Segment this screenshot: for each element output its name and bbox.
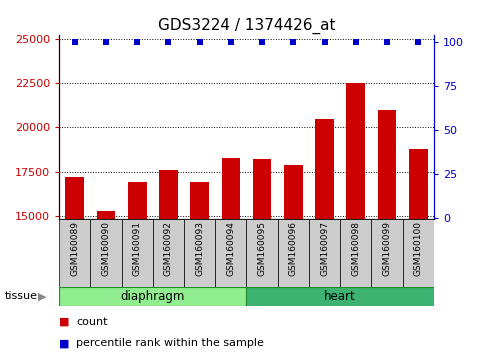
- Text: GSM160095: GSM160095: [258, 222, 267, 276]
- Text: heart: heart: [324, 290, 356, 303]
- Text: ■: ■: [59, 317, 70, 327]
- Text: GSM160090: GSM160090: [102, 222, 110, 276]
- Text: ■: ■: [59, 338, 70, 348]
- Text: ▶: ▶: [37, 291, 46, 301]
- Point: [258, 40, 266, 45]
- Bar: [253, 159, 272, 354]
- Point: [352, 40, 360, 45]
- Text: diaphragm: diaphragm: [121, 290, 185, 303]
- Bar: [409, 149, 427, 354]
- Bar: [90, 219, 122, 287]
- Text: GSM160099: GSM160099: [383, 222, 391, 276]
- Text: GSM160100: GSM160100: [414, 222, 423, 276]
- Title: GDS3224 / 1374426_at: GDS3224 / 1374426_at: [158, 18, 335, 34]
- Bar: [371, 219, 403, 287]
- Point: [289, 40, 297, 45]
- Bar: [309, 219, 340, 287]
- Bar: [246, 287, 434, 306]
- Bar: [184, 219, 215, 287]
- Text: GSM160097: GSM160097: [320, 222, 329, 276]
- Text: GSM160089: GSM160089: [70, 222, 79, 276]
- Text: GSM160096: GSM160096: [289, 222, 298, 276]
- Point: [227, 40, 235, 45]
- Bar: [190, 182, 209, 354]
- Bar: [403, 219, 434, 287]
- Bar: [278, 219, 309, 287]
- Text: GSM160092: GSM160092: [164, 222, 173, 276]
- Bar: [340, 219, 371, 287]
- Bar: [159, 170, 178, 354]
- Text: GSM160091: GSM160091: [133, 222, 141, 276]
- Text: GSM160094: GSM160094: [226, 222, 235, 276]
- Bar: [246, 219, 278, 287]
- Text: GSM160093: GSM160093: [195, 222, 204, 276]
- Bar: [347, 83, 365, 354]
- Point: [71, 40, 79, 45]
- Point: [133, 40, 141, 45]
- Bar: [59, 287, 246, 306]
- Bar: [59, 219, 90, 287]
- Point: [383, 40, 391, 45]
- Bar: [66, 177, 84, 354]
- Bar: [284, 165, 303, 354]
- Text: tissue: tissue: [5, 291, 38, 301]
- Bar: [153, 219, 184, 287]
- Bar: [221, 158, 240, 354]
- Text: percentile rank within the sample: percentile rank within the sample: [76, 338, 264, 348]
- Point: [196, 40, 204, 45]
- Point: [320, 40, 328, 45]
- Point: [102, 40, 110, 45]
- Text: GSM160098: GSM160098: [352, 222, 360, 276]
- Bar: [128, 182, 146, 354]
- Text: count: count: [76, 317, 108, 327]
- Bar: [378, 110, 396, 354]
- Point: [414, 40, 422, 45]
- Bar: [97, 211, 115, 354]
- Bar: [315, 119, 334, 354]
- Bar: [122, 219, 153, 287]
- Bar: [215, 219, 246, 287]
- Point: [165, 40, 173, 45]
